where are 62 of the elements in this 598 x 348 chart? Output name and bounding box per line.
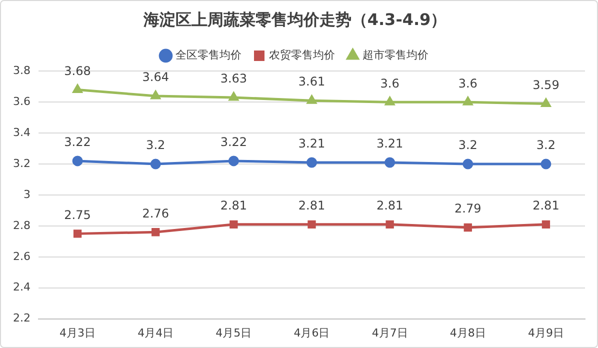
point [385,96,395,106]
point [72,156,83,166]
point [540,158,552,170]
data-label: 3.22 [64,135,91,150]
data-label: 3.61 [298,74,326,89]
point [541,98,551,107]
data-label: 3.21 [376,136,404,151]
data-label: 3.2 [146,138,166,152]
data-label: 3.22 [220,135,248,150]
legend-label: 全区零售均价 [175,48,242,62]
y-tick-label: 3.6 [12,95,30,108]
point [307,95,316,104]
data-label: 2.81 [532,198,560,213]
point [386,220,394,228]
point [72,84,82,94]
y-tick-label: 3 [23,188,30,201]
data-label: 3.2 [458,138,478,152]
data-label: 2.81 [220,198,248,213]
y-tick-label: 3.4 [12,126,30,139]
point [228,156,239,166]
point [463,96,473,106]
data-label: 3.68 [64,64,91,78]
point [542,220,550,228]
x-tick-label: 4月3日 [60,326,96,340]
point [384,157,396,168]
y-tick-label: 2.6 [12,250,30,263]
data-label: 2.81 [376,198,404,213]
data-label: 3.6 [458,76,478,90]
point [150,158,161,170]
x-tick-label: 4月6日 [294,326,330,340]
data-label: 2.81 [298,198,326,213]
data-label: 3.2 [536,138,556,152]
data-label: 2.75 [64,208,91,222]
point [464,223,472,232]
x-tick-label: 4月4日 [138,326,174,340]
x-tick-label: 4月8日 [450,326,486,340]
legend-label: 农贸零售均价 [268,48,335,62]
y-tick-label: 3.2 [12,156,30,170]
chart-title: 海淀区上周蔬菜零售均价走势（4.3-4.9） [142,10,447,29]
point [306,157,317,168]
point [228,92,238,101]
legend-label: 超市零售均价 [362,48,428,62]
data-label: 2.76 [142,206,169,220]
x-tick-label: 4月9日 [528,326,564,340]
point [308,220,316,228]
data-label: 3.64 [142,70,169,84]
data-label: 3.59 [532,78,560,92]
y-tick-label: 2.2 [12,312,30,325]
data-label: 3.21 [298,136,326,151]
point [150,90,160,100]
point [152,228,160,236]
y-tick-label: 3.8 [12,64,30,78]
data-label: 3.63 [220,72,248,86]
y-tick-label: 2.4 [12,280,30,294]
y-tick-label: 2.8 [12,218,30,232]
x-tick-label: 4月5日 [216,326,252,340]
data-label: 2.79 [454,202,482,216]
point [73,230,82,238]
point [230,220,238,228]
x-tick-label: 4月7日 [372,326,408,340]
point [462,158,474,170]
data-label: 3.6 [380,76,400,90]
